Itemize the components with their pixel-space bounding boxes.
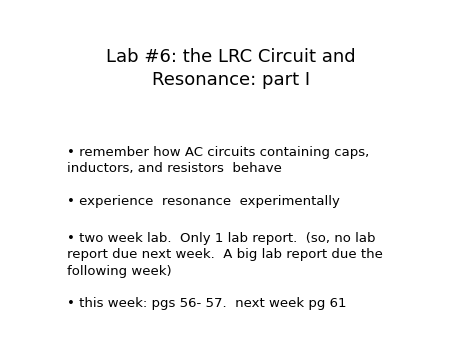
Text: • two week lab.  Only 1 lab report.  (so, no lab
report due next week.  A big la: • two week lab. Only 1 lab report. (so, …	[67, 232, 382, 278]
Text: • this week: pgs 56- 57.  next week pg 61: • this week: pgs 56- 57. next week pg 61	[67, 297, 346, 310]
Text: Lab #6: the LRC Circuit and
Resonance: part I: Lab #6: the LRC Circuit and Resonance: p…	[106, 48, 356, 89]
Text: • remember how AC circuits containing caps,
inductors, and resistors  behave: • remember how AC circuits containing ca…	[67, 146, 369, 175]
Text: • experience  resonance  experimentally: • experience resonance experimentally	[67, 195, 340, 209]
